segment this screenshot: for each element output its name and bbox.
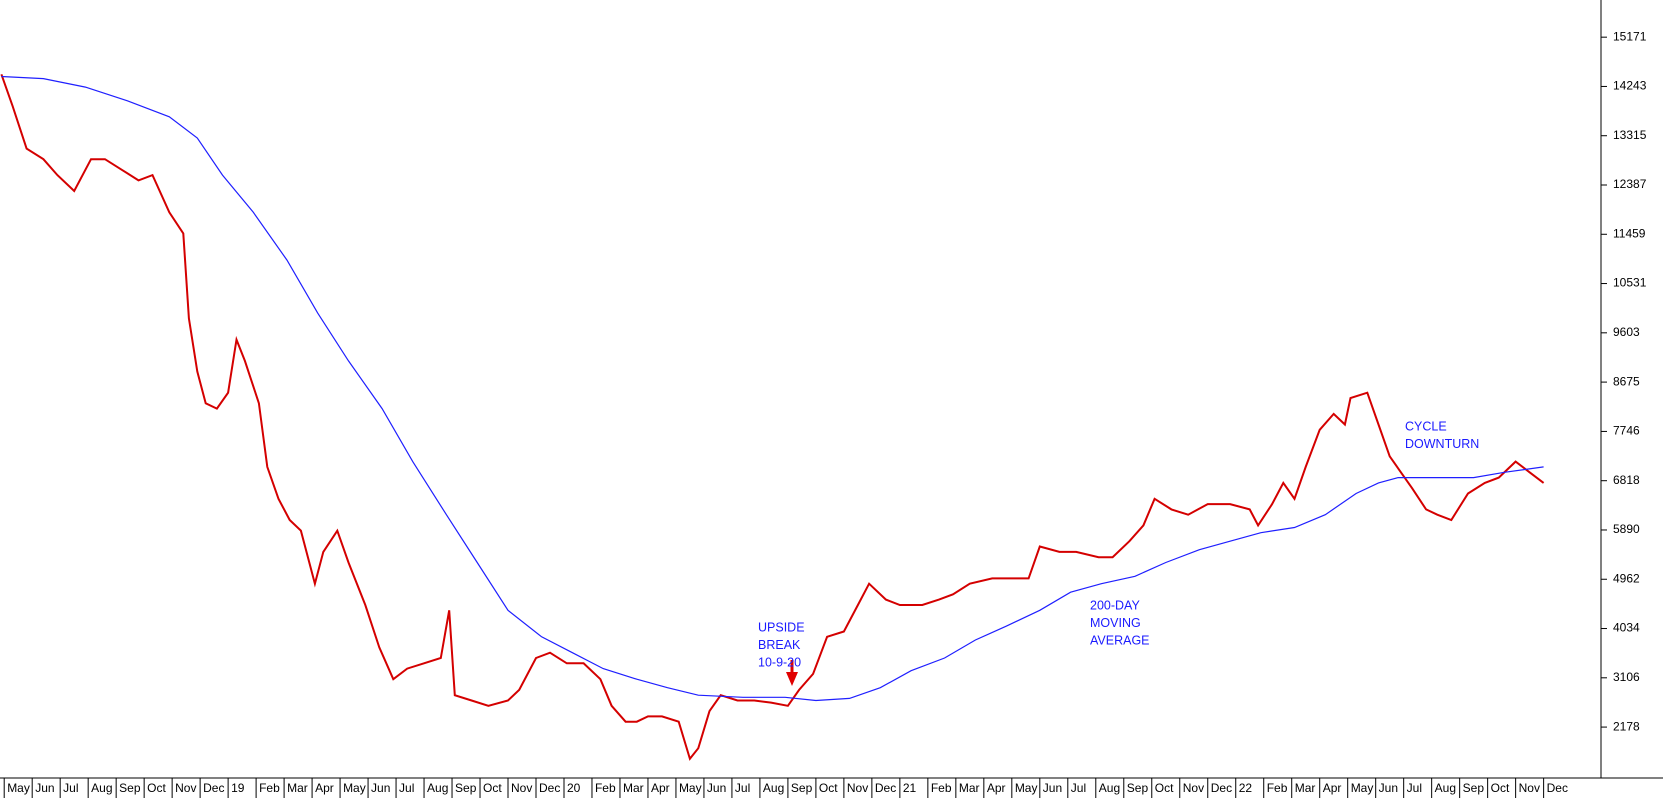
x-tick-label: Apr [315,781,334,795]
x-tick-label: Oct [147,781,166,795]
x-tick-label: Aug [1099,781,1120,795]
x-tick-label: Oct [819,781,838,795]
x-tick-label: 22 [1239,781,1253,795]
x-tick-label: Sep [455,781,477,795]
x-tick-label: Oct [1491,781,1510,795]
x-tick-label: Nov [1183,781,1204,795]
x-tick-label: May [679,781,702,795]
y-tick-label: 5890 [1613,522,1640,536]
x-tick-label: Jul [1407,781,1422,795]
x-tick-label: 19 [231,781,245,795]
x-tick-label: 20 [567,781,581,795]
x-tick-label: Sep [1463,781,1485,795]
x-tick-label: Jun [371,781,390,795]
annotation: AVERAGE [1090,633,1150,647]
annotation: MOVING [1090,616,1141,630]
x-tick-label: Sep [1127,781,1149,795]
annotation: BREAK [758,638,801,652]
x-tick-label: Nov [175,781,196,795]
arrow [786,672,798,686]
x-tick-label: Jun [1043,781,1062,795]
x-tick-label: May [343,781,366,795]
y-tick-label: 15171 [1613,29,1647,43]
series-line [1,75,1544,702]
x-tick-label: Jul [399,781,414,795]
x-tick-label: Jun [35,781,54,795]
y-tick-label: 9603 [1613,325,1640,339]
y-tick-label: 7746 [1613,424,1640,438]
annotation: UPSIDE [758,620,805,634]
x-tick-label: Feb [931,781,952,795]
x-tick-label: Aug [91,781,112,795]
y-tick-label: 2178 [1613,719,1640,733]
x-tick-label: May [7,781,30,795]
x-tick-label: Dec [1211,781,1232,795]
x-tick-label: May [1351,781,1374,795]
series-line [0,73,1545,761]
x-tick-label: May [1015,781,1038,795]
x-tick-label: Dec [203,781,224,795]
x-tick-label: Jul [63,781,78,795]
y-tick-label: 12387 [1613,177,1647,191]
annotation: 10-9-20 [758,655,801,669]
x-tick-label: Sep [119,781,141,795]
annotation: CYCLE [1405,419,1447,433]
x-tick-label: 21 [903,781,917,795]
x-tick-label: Feb [259,781,280,795]
x-tick-label: Feb [595,781,616,795]
x-tick-label: Dec [539,781,560,795]
x-tick-label: Feb [1267,781,1288,795]
x-tick-label: Nov [1519,781,1540,795]
x-tick-label: Dec [1547,781,1568,795]
x-tick-label: Jul [1071,781,1086,795]
x-tick-label: Mar [959,781,980,795]
y-tick-label: 3106 [1613,670,1640,684]
x-tick-label: Sep [791,781,813,795]
x-tick-label: Oct [1155,781,1174,795]
x-tick-label: Oct [483,781,502,795]
x-tick-label: Nov [847,781,868,795]
y-tick-label: 14243 [1613,79,1647,93]
y-tick-label: 4034 [1613,621,1640,635]
y-tick-label: 11459 [1613,226,1646,240]
y-tick-label: 13315 [1613,128,1647,142]
x-tick-label: Mar [1295,781,1316,795]
y-tick-label: 4962 [1613,571,1640,585]
y-tick-label: 8675 [1613,374,1640,388]
x-tick-label: Jul [735,781,750,795]
x-tick-label: Apr [651,781,670,795]
x-tick-label: Aug [427,781,448,795]
x-tick-label: Dec [875,781,896,795]
x-tick-label: Jun [1379,781,1398,795]
y-tick-label: 10531 [1613,276,1647,290]
x-tick-label: Mar [287,781,308,795]
x-tick-label: Apr [1323,781,1342,795]
x-tick-label: Aug [763,781,784,795]
x-tick-label: Nov [511,781,532,795]
x-tick-label: Apr [987,781,1006,795]
x-tick-label: Jun [707,781,726,795]
y-tick-label: 6818 [1613,473,1640,487]
annotation: DOWNTURN [1405,437,1479,451]
x-tick-label: Aug [1435,781,1456,795]
annotation: 200-DAY [1090,598,1140,612]
x-tick-label: Mar [623,781,644,795]
